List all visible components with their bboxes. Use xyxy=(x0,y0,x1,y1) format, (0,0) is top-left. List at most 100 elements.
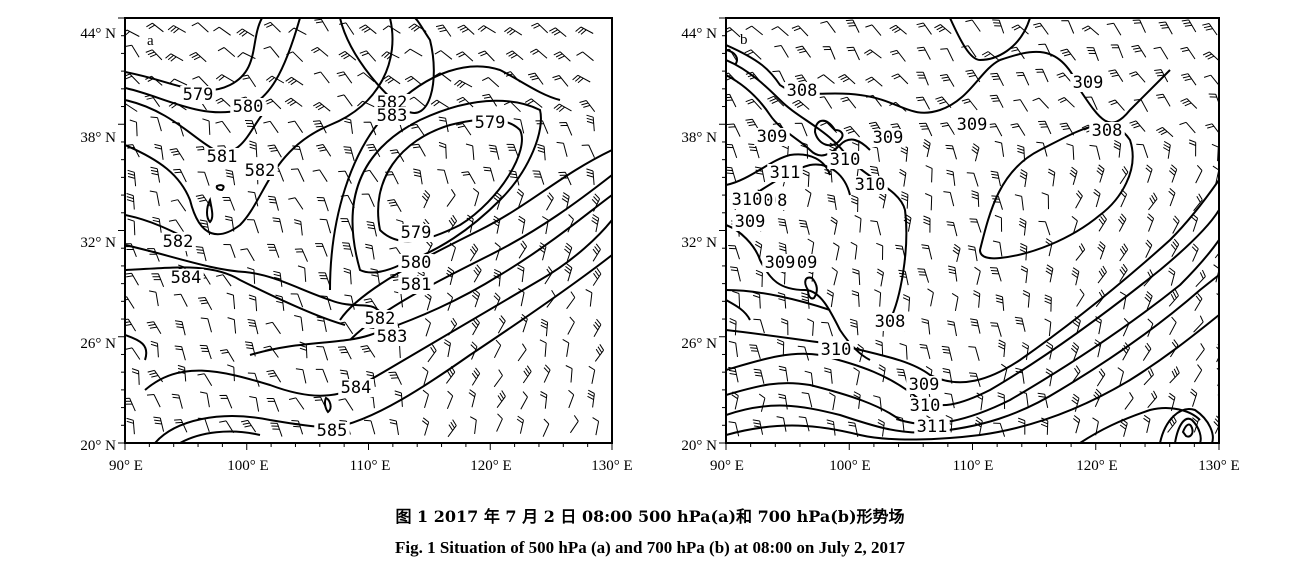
wind-barb xyxy=(585,289,593,307)
wind-barb xyxy=(337,94,353,107)
wind-barb xyxy=(974,266,981,285)
wind-barb xyxy=(1118,213,1127,232)
wind-barb xyxy=(565,365,573,383)
wind-barb xyxy=(1033,22,1049,35)
contour-label: 311 xyxy=(917,417,948,437)
wind-barb xyxy=(312,120,327,134)
wind-barb xyxy=(360,345,376,358)
wind-barb xyxy=(125,296,135,309)
wind-barb xyxy=(1086,47,1099,61)
contour-label-background xyxy=(168,269,204,287)
wind-barb xyxy=(889,49,906,62)
wind-barb xyxy=(483,166,495,182)
wind-barb xyxy=(461,171,476,185)
wind-barb xyxy=(726,93,737,108)
contour-label-background xyxy=(242,162,278,180)
wind-barb xyxy=(988,123,1003,137)
wind-barb xyxy=(1188,139,1197,157)
wind-barb xyxy=(1205,123,1219,134)
wind-barb xyxy=(921,318,931,335)
wind-barb xyxy=(424,292,432,311)
wind-barb xyxy=(370,268,380,285)
wind-barb xyxy=(966,172,979,187)
wind-barb xyxy=(994,140,1005,157)
wind-barb xyxy=(754,240,763,259)
wind-barb xyxy=(820,20,836,33)
wind-barb xyxy=(1195,343,1205,361)
wind-barb xyxy=(1020,265,1028,284)
wind-barb xyxy=(828,392,836,411)
wind-barb xyxy=(732,290,741,308)
wind-barb xyxy=(192,76,209,87)
contour-label: 583 xyxy=(377,327,408,347)
wind-barb xyxy=(195,246,207,262)
wind-barb xyxy=(313,71,330,84)
wind-barb xyxy=(199,344,212,360)
wind-barb xyxy=(1129,120,1146,132)
wind-barb xyxy=(1066,143,1075,160)
wind-barb xyxy=(125,243,137,257)
wind-barb xyxy=(1202,51,1219,62)
wind-barb xyxy=(427,344,437,363)
wind-barb xyxy=(1119,418,1128,437)
wind-barb xyxy=(342,242,354,257)
wind-barb xyxy=(755,269,763,288)
wind-barb xyxy=(1124,392,1134,410)
wind-barb xyxy=(940,48,954,62)
wind-barb xyxy=(263,46,280,58)
wind-barb xyxy=(990,170,1001,187)
wind-barb xyxy=(361,193,375,208)
wind-barb xyxy=(174,345,186,361)
wind-barb xyxy=(876,268,884,287)
wind-barb xyxy=(902,294,911,312)
wind-barb xyxy=(992,19,1005,34)
wind-barb xyxy=(947,320,957,337)
wind-barb xyxy=(845,19,860,33)
wind-barb xyxy=(294,315,304,332)
wind-barb xyxy=(921,244,933,260)
wind-barb xyxy=(446,365,456,384)
wind-barb xyxy=(777,292,787,309)
wind-barb xyxy=(469,416,477,434)
wind-barb xyxy=(448,214,458,233)
contour-label: 308 xyxy=(875,312,906,332)
wind-barb xyxy=(422,389,429,409)
wind-barb xyxy=(772,70,786,84)
wind-barb xyxy=(994,214,1003,232)
wind-barb xyxy=(430,99,449,109)
wind-barb xyxy=(1014,194,1024,211)
wind-barb xyxy=(1094,339,1102,358)
contour-label-background xyxy=(870,129,906,147)
contour-label-background xyxy=(362,310,398,328)
wind-barb xyxy=(424,318,431,337)
wind-barb xyxy=(1045,264,1054,283)
wind-barb xyxy=(1022,290,1030,308)
wind-barb xyxy=(1153,46,1169,60)
wind-barb xyxy=(820,122,838,134)
wind-barb xyxy=(343,117,353,134)
wind-barb xyxy=(382,25,401,34)
wind-barb xyxy=(798,416,810,432)
wind-barb xyxy=(1136,143,1149,159)
wind-barb xyxy=(1041,192,1049,210)
wind-barb xyxy=(728,245,740,260)
wind-barb xyxy=(1122,318,1130,337)
wind-barb xyxy=(925,193,933,211)
wind-barb xyxy=(165,53,184,62)
wind-barb xyxy=(340,218,353,232)
wind-barb xyxy=(923,215,931,233)
wind-barb xyxy=(1096,164,1105,183)
wind-barb xyxy=(247,319,259,335)
wind-barb xyxy=(592,243,601,262)
panel-a-500hpa: 579 580 581 582 582 583 582 584 579 579 580 581 582 5… xyxy=(0,0,650,490)
wind-barb xyxy=(454,79,473,89)
wind-barb xyxy=(497,315,506,334)
wind-barb xyxy=(129,119,138,137)
wind-barb xyxy=(558,171,572,186)
wind-barb xyxy=(202,118,211,135)
wind-barb xyxy=(916,22,932,35)
wind-barb xyxy=(363,419,376,435)
wind-barb xyxy=(981,51,1000,61)
wind-barb xyxy=(868,121,884,135)
wind-barb xyxy=(728,340,738,357)
